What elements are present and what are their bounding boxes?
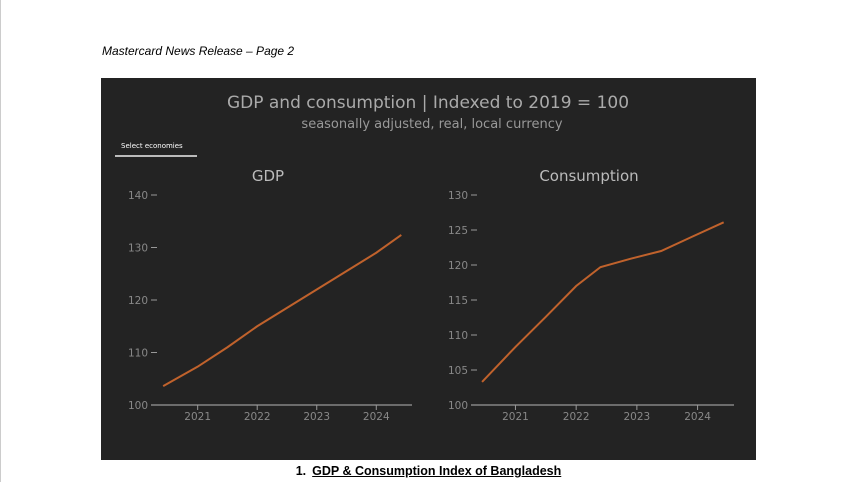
- page-edge: [0, 0, 1, 482]
- y-tick-label: 125: [448, 225, 468, 237]
- x-tick-label: 2023: [303, 411, 330, 423]
- chart-container: [101, 78, 756, 460]
- y-tick-label: 100: [448, 400, 468, 412]
- x-tick-label: 2021: [502, 411, 529, 423]
- x-tick-label: 2024: [684, 411, 711, 423]
- x-tick-label: 2023: [624, 411, 651, 423]
- y-tick-label: 115: [448, 295, 468, 307]
- y-tick-label: 120: [448, 260, 468, 272]
- chart-subtitle: seasonally adjusted, real, local currenc…: [301, 117, 562, 132]
- caption-text: GDP & Consumption Index of Bangladesh: [312, 464, 562, 478]
- y-tick-label: 110: [128, 348, 148, 360]
- x-tick-label: 2022: [244, 411, 271, 423]
- series-line-consumption: [481, 221, 725, 383]
- x-tick-label: 2021: [184, 411, 211, 423]
- select-economies-button[interactable]: Select economies: [115, 139, 197, 157]
- y-tick-label: 130: [448, 190, 468, 202]
- page-header: Mastercard News Release – Page 2: [102, 44, 295, 58]
- panel-title: Consumption: [539, 167, 638, 185]
- y-tick-label: 100: [128, 400, 148, 412]
- y-tick-label: 120: [128, 295, 148, 307]
- caption-number: 1.: [295, 464, 307, 478]
- series-line-gdp: [162, 234, 402, 387]
- x-tick-label: 2022: [563, 411, 590, 423]
- chart-title: GDP and consumption | Indexed to 2019 = …: [227, 93, 629, 113]
- y-tick-label: 130: [128, 243, 148, 255]
- x-tick-label: 2024: [363, 411, 390, 423]
- y-tick-label: 110: [448, 330, 468, 342]
- y-tick-label: 105: [448, 365, 468, 377]
- panel-title: GDP: [252, 167, 284, 185]
- figure-caption: 1. GDP & Consumption Index of Bangladesh: [0, 464, 857, 478]
- y-tick-label: 140: [128, 190, 148, 202]
